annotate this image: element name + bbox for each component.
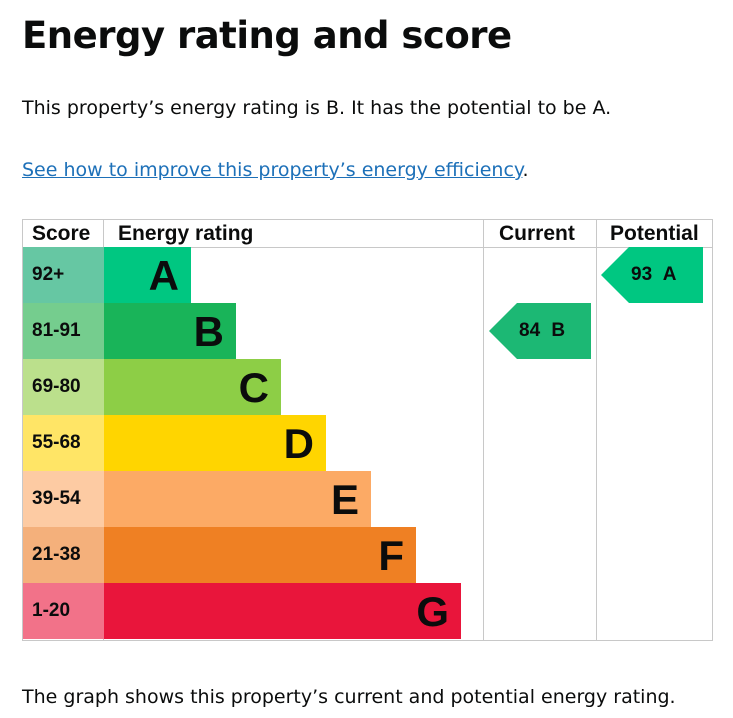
header-current: Current xyxy=(499,222,575,245)
band-bar: F xyxy=(104,527,416,583)
header-potential: Potential xyxy=(610,222,699,245)
band-score: 92+ xyxy=(23,247,104,303)
column-divider xyxy=(483,220,484,640)
band-score: 21-38 xyxy=(23,527,104,583)
band-bar: B xyxy=(104,303,236,359)
current-rating-label: 84 B xyxy=(519,320,566,341)
column-divider xyxy=(596,220,597,640)
band-score: 1-20 xyxy=(23,583,104,639)
band-bar: E xyxy=(104,471,371,527)
current-rating-arrow: 84 B xyxy=(489,303,591,359)
footer-text: The graph shows this property’s current … xyxy=(22,686,676,708)
page-title: Energy rating and score xyxy=(22,14,512,57)
header-rating: Energy rating xyxy=(118,222,254,245)
header-score: Score xyxy=(32,222,91,245)
band-score: 55-68 xyxy=(23,415,104,471)
band-score: 69-80 xyxy=(23,359,104,415)
potential-rating-arrow: 93 A xyxy=(601,247,703,303)
header-divider xyxy=(23,247,712,248)
energy-rating-chart: Score Energy rating Current Potential 92… xyxy=(22,219,713,641)
intro-text: This property’s energy rating is B. It h… xyxy=(22,97,612,119)
band-score: 81-91 xyxy=(23,303,104,359)
band-bar: A xyxy=(104,247,191,303)
arrow-shape xyxy=(601,247,703,303)
potential-rating-label: 93 A xyxy=(631,264,677,285)
band-score: 39-54 xyxy=(23,471,104,527)
link-suffix: . xyxy=(522,159,529,181)
band-bar: G xyxy=(104,583,461,639)
improve-link[interactable]: See how to improve this property’s energ… xyxy=(22,159,523,181)
band-bar: C xyxy=(104,359,281,415)
band-bar: D xyxy=(104,415,326,471)
improve-paragraph: See how to improve this property’s energ… xyxy=(22,159,529,181)
arrow-shape xyxy=(489,303,591,359)
